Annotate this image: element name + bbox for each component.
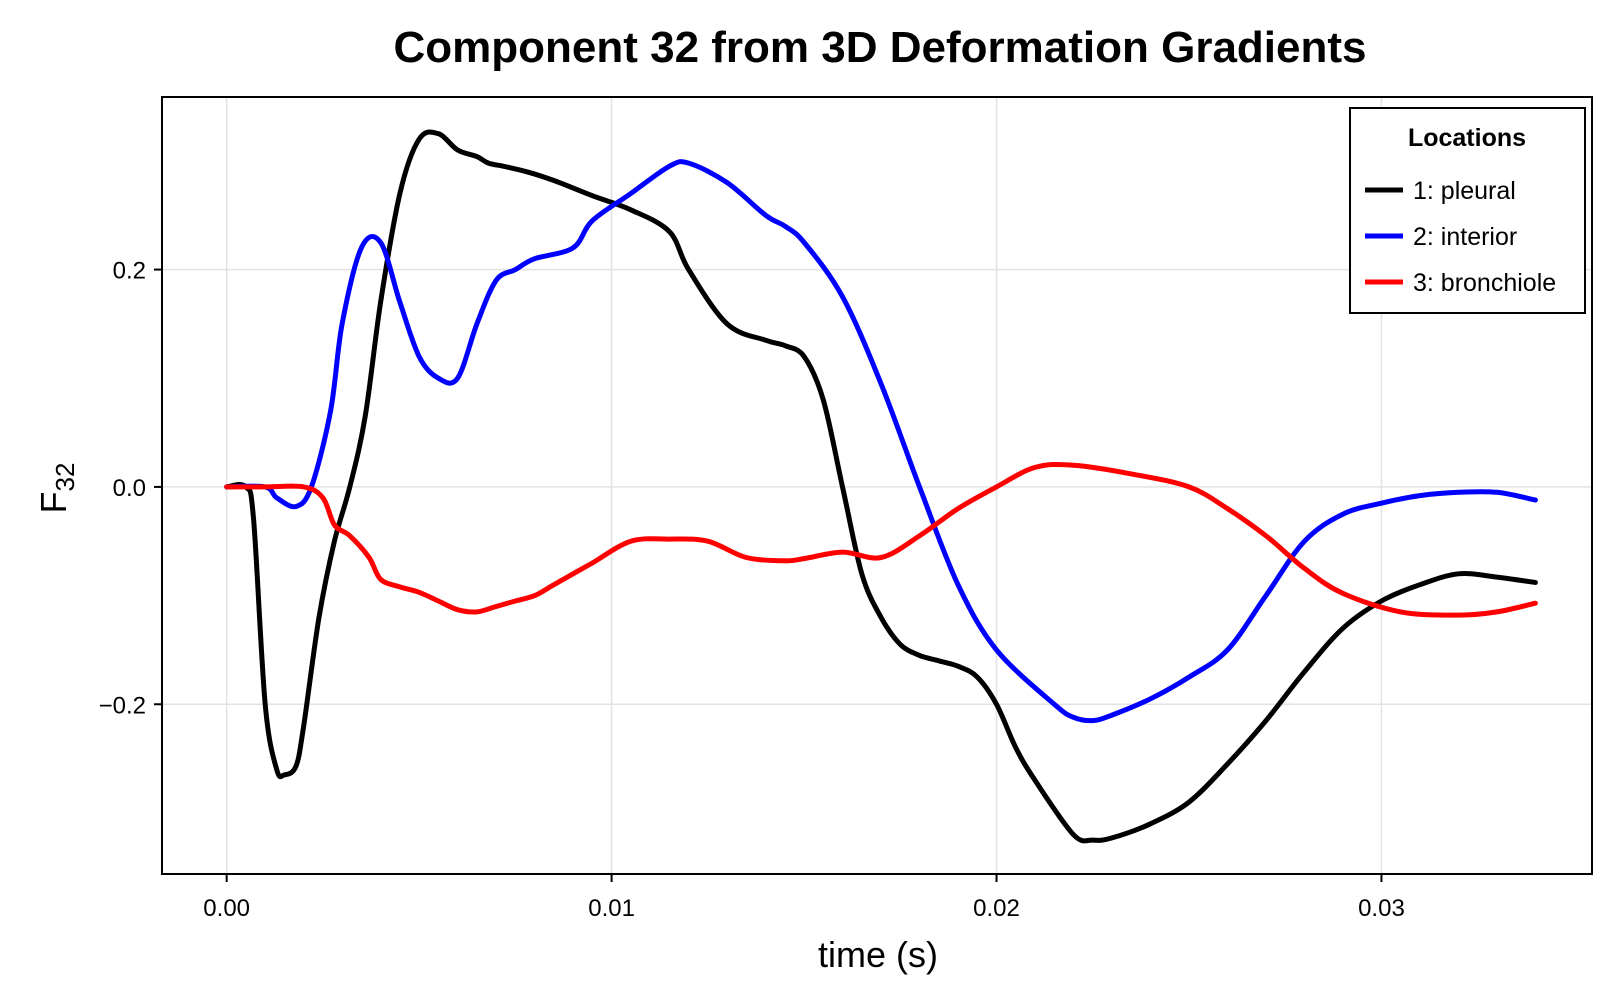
legend-label-pleural: 1: pleural [1413, 177, 1516, 205]
x-tick-label: 0.02 [973, 895, 1020, 922]
y-tick-label: 0.0 [113, 475, 146, 502]
legend-title: Locations [1408, 124, 1526, 152]
x-tick-label: 0.01 [588, 895, 635, 922]
plot-frame [161, 96, 1593, 875]
legend-label-interior: 2: interior [1413, 223, 1517, 251]
y-tick-label: −0.2 [99, 692, 146, 719]
series-line-bronchiole [224, 461, 1538, 618]
legend: Locations 1: pleural 2: interior 3: bronch… [1349, 107, 1586, 314]
y-axis-label-main: F [33, 491, 74, 513]
series-line-pleural [224, 129, 1538, 844]
x-axis-label: time (s) [818, 934, 938, 975]
y-axis-label: F32 [33, 463, 80, 514]
chart-title: Component 32 from 3D Deformation Gradien… [393, 23, 1366, 72]
y-tick-label: 0.2 [113, 258, 146, 285]
series-lines [224, 129, 1538, 844]
y-axis-ticks: −0.2 0.0 0.2 [99, 258, 162, 719]
series-line-interior [224, 159, 1538, 724]
legend-box [1349, 107, 1586, 314]
y-axis-label-subscript: 32 [50, 463, 80, 492]
x-tick-label: 0.00 [203, 895, 250, 922]
x-axis-ticks: 0.00 0.01 0.02 0.03 [203, 874, 1405, 922]
legend-items: 1: pleural 2: interior 3: bronchiole [1365, 177, 1556, 297]
x-tick-label: 0.03 [1358, 895, 1405, 922]
legend-label-bronchiole: 3: bronchiole [1413, 269, 1556, 297]
